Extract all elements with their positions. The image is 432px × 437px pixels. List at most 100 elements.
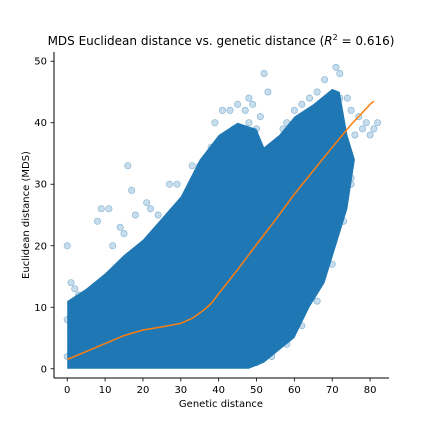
- x-tick-label: 10: [99, 385, 112, 396]
- scatter-point: [105, 205, 113, 213]
- scatter-point: [362, 119, 370, 127]
- scatter-point: [283, 340, 291, 348]
- scatter-point: [67, 346, 75, 354]
- scatter-point: [200, 217, 208, 225]
- scatter-point: [230, 131, 238, 139]
- scatter-point: [203, 174, 211, 182]
- scatter-point: [97, 303, 105, 311]
- scatter-point: [321, 100, 329, 108]
- scatter-point: [207, 279, 215, 287]
- x-tick-label: 70: [326, 385, 339, 396]
- scatter-point: [94, 322, 102, 330]
- scatter-point: [347, 106, 355, 114]
- scatter-point: [109, 242, 117, 250]
- scatter-point: [264, 88, 272, 96]
- scatter-point: [268, 272, 276, 280]
- scatter-point: [328, 260, 336, 268]
- scatter-point: [105, 291, 113, 299]
- y-axis-label: Euclidean distance (MDS): [21, 151, 32, 279]
- scatter-point: [271, 193, 279, 201]
- scatter-point: [86, 316, 94, 324]
- scatter-point: [222, 143, 230, 151]
- scatter-point: [332, 63, 340, 71]
- scatter-point: [268, 352, 276, 360]
- scatter-point: [67, 279, 75, 287]
- scatter-point: [343, 94, 351, 102]
- scatter-point: [287, 230, 295, 238]
- x-tick-label: 0: [64, 385, 70, 396]
- scatter-point: [116, 223, 124, 231]
- scatter-point: [78, 328, 86, 336]
- scatter-point: [215, 334, 223, 342]
- scatter-point: [234, 297, 242, 305]
- scatter-point: [139, 242, 147, 250]
- scatter-point: [343, 143, 351, 151]
- scatter-point: [309, 236, 317, 244]
- scatter-point: [211, 119, 219, 127]
- scatter-point: [245, 119, 253, 127]
- scatter-point: [332, 162, 340, 170]
- scatter-point: [135, 316, 143, 324]
- scatter-point: [124, 297, 132, 305]
- chart-title: MDS Euclidean distance vs. genetic dista…: [48, 33, 395, 48]
- scatter-point: [147, 340, 155, 348]
- x-tick-label: 20: [137, 385, 150, 396]
- scatter-point: [173, 180, 181, 188]
- scatter-point: [347, 180, 355, 188]
- scatter-point: [275, 137, 283, 145]
- scatter-point: [245, 94, 253, 102]
- scatter-point: [249, 100, 257, 108]
- scatter-point: [120, 266, 128, 274]
- scatter-point: [340, 186, 348, 194]
- scatter-point: [351, 131, 359, 139]
- scatter-point: [166, 180, 174, 188]
- trend-line: [66, 100, 375, 361]
- scatter-point: [188, 162, 196, 170]
- scatter-point: [97, 205, 105, 213]
- scatter-point: [358, 125, 366, 133]
- scatter-point: [253, 125, 261, 133]
- scatter-point: [279, 303, 287, 311]
- scatter-point: [234, 100, 242, 108]
- x-tick-label: 60: [288, 385, 301, 396]
- scatter-point: [143, 199, 151, 207]
- scatter-point: [116, 328, 124, 336]
- dense-point-cloud: [67, 88, 355, 369]
- scatter-point: [150, 242, 158, 250]
- scatter-point: [260, 242, 268, 250]
- scatter-point: [336, 70, 344, 78]
- x-tick-label: 80: [364, 385, 377, 396]
- scatter-point: [94, 217, 102, 225]
- scatter-point: [71, 334, 79, 342]
- scatter-point: [324, 211, 332, 219]
- x-tick-label: 50: [250, 385, 263, 396]
- scatter-point: [237, 180, 245, 188]
- scatter-point: [271, 143, 279, 151]
- scatter-point: [78, 297, 86, 305]
- scatter-point: [256, 316, 264, 324]
- y-tick-label: 50: [34, 57, 47, 68]
- scatter-point: [82, 340, 90, 348]
- scatter-point: [86, 291, 94, 299]
- scatter-point: [181, 199, 189, 207]
- scatter-point: [211, 162, 219, 170]
- scatter-point: [290, 125, 298, 133]
- scatter-point: [313, 143, 321, 151]
- scatter-point: [131, 248, 139, 256]
- scatter-point: [230, 125, 238, 133]
- scatter-point: [177, 199, 185, 207]
- scatter-point: [63, 242, 71, 250]
- scatter-point: [196, 162, 204, 170]
- scatter-point: [253, 359, 261, 367]
- scatter-point: [283, 119, 291, 127]
- y-axis-ticks: 0 10 20 30 40 50: [34, 57, 54, 375]
- scatter-point: [245, 346, 253, 354]
- scatter-point: [139, 285, 147, 293]
- scatter-point: [241, 137, 249, 145]
- scatter-point: [124, 162, 132, 170]
- scatter-point: [113, 279, 121, 287]
- scatter-point: [218, 106, 226, 114]
- scatter-point: [249, 211, 257, 219]
- scatter-point: [260, 70, 268, 78]
